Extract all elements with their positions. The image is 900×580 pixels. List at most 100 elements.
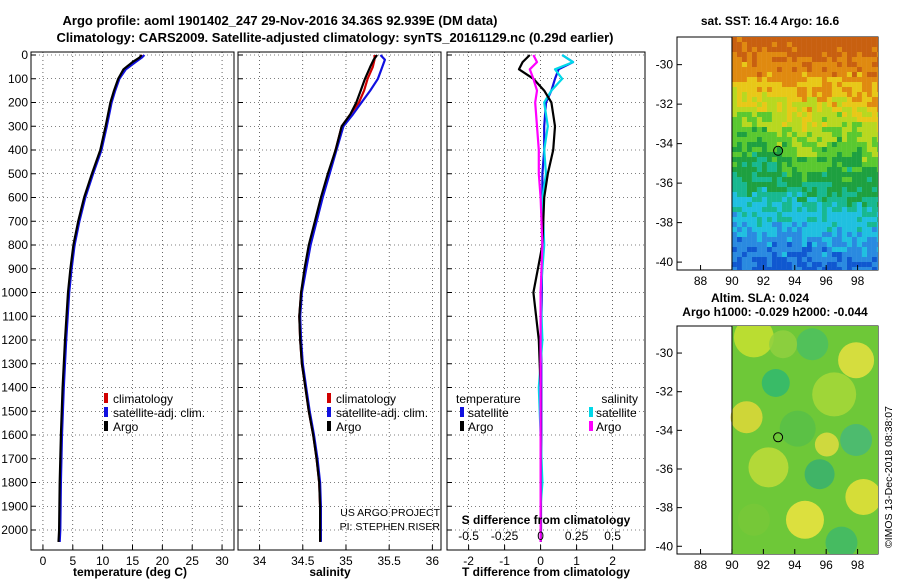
pi-annotation: PI: STEPHEN RISER (340, 521, 441, 533)
x-tick-label: 35 (339, 554, 353, 568)
sst-cell (741, 127, 747, 132)
sst-cell (836, 87, 842, 92)
sst-cell (791, 62, 797, 67)
sst-cell (786, 122, 792, 127)
sst-cell (791, 132, 797, 137)
sst-cell (816, 47, 822, 52)
sst-cell (866, 167, 872, 172)
s-tick-label: 0.25 (565, 529, 589, 543)
sst-cell (846, 77, 852, 82)
sst-cell (856, 142, 862, 147)
sst-cell (746, 162, 752, 167)
sst-cell (766, 187, 772, 192)
sst-cell (761, 102, 767, 107)
sst-cell (806, 162, 812, 167)
sst-cell (811, 257, 817, 262)
sst-cell (876, 267, 878, 270)
sst-cell (826, 52, 832, 57)
sst-cell (776, 62, 782, 67)
s-tick-label: 0.5 (604, 529, 621, 543)
sst-cell (761, 142, 767, 147)
sst-cell (866, 242, 872, 247)
sst-cell (796, 187, 802, 192)
sst-cell (851, 127, 857, 132)
sst-cell (826, 247, 832, 252)
sst-cell (751, 247, 757, 252)
sst-cell (856, 147, 862, 152)
x-tick-label: 36 (426, 554, 440, 568)
argo-location-marker (773, 432, 784, 443)
sst-cell (741, 87, 747, 92)
sst-cell (796, 192, 802, 197)
sst-cell (841, 267, 847, 270)
series-line-satellite-adj--clim- (299, 54, 386, 542)
sst-cell (751, 42, 757, 47)
sst-cell (806, 67, 812, 72)
sst-cell (871, 207, 877, 212)
sst-cell (751, 192, 757, 197)
sst-cell (856, 42, 862, 47)
sst-cell (801, 187, 807, 192)
legend-label-s-argo: Argo (596, 420, 622, 434)
title-line-1: Argo profile: aoml 1901402_247 29-Nov-20… (63, 13, 498, 28)
sst-cell (766, 152, 772, 157)
sst-cell (761, 192, 767, 197)
sst-cell (766, 142, 772, 147)
sst-cell (846, 117, 852, 122)
sst-cell (731, 187, 737, 192)
sst-cell (836, 112, 842, 117)
sst-cell (841, 152, 847, 157)
sst-cell (796, 42, 802, 47)
sst-cell (731, 172, 737, 177)
sst-cell (826, 202, 832, 207)
sst-cell (751, 152, 757, 157)
sst-cell (816, 212, 822, 217)
sst-cell (876, 252, 878, 257)
sst-cell (866, 252, 872, 257)
sst-cell (861, 227, 867, 232)
sst-cell (826, 192, 832, 197)
sst-cell (816, 52, 822, 57)
sst-cell (801, 162, 807, 167)
sst-cell (846, 267, 852, 270)
sst-cell (766, 72, 772, 77)
sst-cell (816, 97, 822, 102)
sst-cell (776, 122, 782, 127)
sst-map-field (731, 37, 878, 270)
sst-cell (786, 107, 792, 112)
sst-cell (756, 47, 762, 52)
sst-cell (871, 152, 877, 157)
sst-cell (816, 247, 822, 252)
sst-cell (811, 67, 817, 72)
sst-cell (811, 217, 817, 222)
sst-cell (821, 47, 827, 52)
sst-cell (791, 152, 797, 157)
sst-cell (761, 87, 767, 92)
sst-cell (836, 217, 842, 222)
sst-cell (731, 82, 737, 87)
sst-cell (761, 112, 767, 117)
sst-cell (841, 142, 847, 147)
sst-cell (826, 42, 832, 47)
sst-cell (841, 62, 847, 67)
sst-cell (756, 212, 762, 217)
legend-label-satellite: satellite-adj. clim. (336, 406, 428, 420)
sst-cell (791, 82, 797, 87)
x-tick-label: 0 (40, 554, 47, 568)
sst-cell (821, 122, 827, 127)
sst-cell (796, 222, 802, 227)
sst-cell (786, 167, 792, 172)
sst-cell (861, 137, 867, 142)
sst-cell (771, 102, 777, 107)
sst-cell (756, 142, 762, 147)
lat-tick-label: -30 (656, 58, 674, 72)
sst-cell (736, 97, 742, 102)
sst-cell (801, 267, 807, 270)
sst-cell (776, 42, 782, 47)
difference-panel (446, 51, 646, 551)
sst-cell (761, 57, 767, 62)
sst-cell (861, 37, 867, 42)
sst-cell (731, 142, 737, 147)
sst-cell (731, 162, 737, 167)
sst-cell (736, 267, 742, 270)
